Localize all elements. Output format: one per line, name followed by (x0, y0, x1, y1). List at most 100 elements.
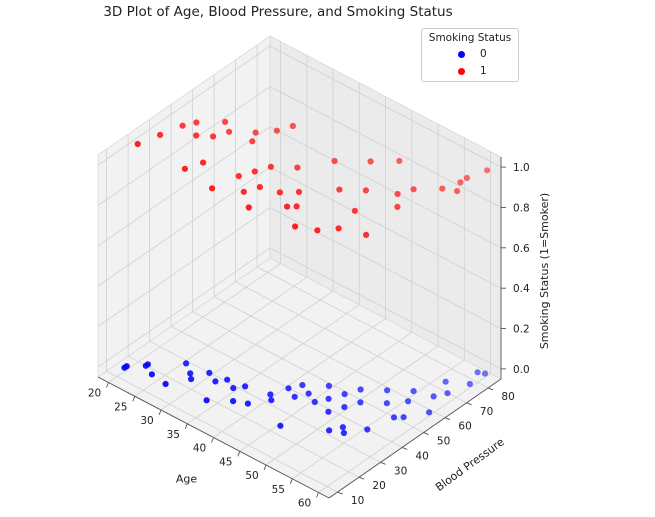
data-point-series-1 (335, 225, 342, 232)
x-axis-label: Age (176, 473, 198, 486)
data-point-series-0 (230, 398, 237, 405)
y-tick-mark (401, 446, 408, 450)
grid-line-z (269, 126, 502, 249)
data-point-series-0 (230, 385, 237, 392)
legend-label-0: 0 (480, 48, 487, 60)
y-tick-mark (337, 491, 343, 495)
grid-line-y (106, 370, 338, 493)
data-point-series-1 (484, 167, 491, 174)
y-tick-mark (423, 432, 429, 436)
y-tick-label: 70 (480, 406, 493, 418)
data-point-series-0 (148, 371, 155, 378)
grid-line-z (269, 86, 502, 208)
data-point-series-1 (276, 189, 283, 196)
data-point-series-1 (240, 188, 247, 195)
z-tick-label: 0.8 (513, 203, 530, 215)
grid-line-y (127, 355, 360, 478)
data-point-series-0 (291, 393, 298, 400)
z-tick-label: 0.4 (513, 283, 530, 295)
data-point-series-0 (267, 391, 274, 398)
x-tick-mark (237, 451, 241, 457)
y-tick-mark (466, 402, 472, 406)
data-point-series-1 (351, 207, 358, 214)
grid-line-z (269, 166, 502, 289)
data-point-series-1 (314, 227, 321, 234)
data-point-series-1 (284, 203, 291, 210)
data-point-series-0 (341, 404, 348, 411)
y-tick-mark (358, 476, 365, 480)
data-point-series-0 (341, 391, 348, 398)
data-point-series-0 (405, 398, 412, 405)
data-point-series-0 (481, 370, 489, 377)
data-point-series-0 (268, 397, 275, 404)
z-tick-label: 0.0 (513, 364, 530, 376)
data-point-series-1 (252, 129, 259, 136)
data-point-series-0 (364, 426, 371, 433)
data-point-series-1 (226, 128, 233, 135)
data-point-series-0 (466, 380, 473, 388)
x-tick-label: 45 (219, 456, 232, 468)
data-point-series-0 (325, 395, 332, 402)
grid-line-z (97, 247, 271, 368)
data-point-series-0 (357, 386, 364, 393)
grid-line-x (318, 373, 491, 493)
data-point-series-0 (299, 382, 306, 389)
grid-line-y (235, 281, 467, 404)
z-tick-label: 1.0 (513, 162, 530, 174)
grid-line-x (292, 359, 465, 480)
z-tick-label: 0.2 (513, 324, 530, 336)
data-point-series-0 (357, 399, 364, 406)
data-point-series-0 (326, 427, 333, 434)
data-point-series-1 (235, 173, 242, 180)
grid-line-x (265, 345, 439, 466)
data-point-series-1 (210, 133, 217, 140)
data-point-series-1 (410, 186, 417, 193)
grid-line-x (134, 276, 308, 397)
x-tick-label: 50 (245, 470, 258, 482)
data-point-series-0 (325, 408, 332, 415)
data-point-series-1 (251, 168, 258, 175)
grid-line-x (187, 304, 360, 425)
data-point-series-1 (293, 203, 300, 210)
y-tick-label: 20 (372, 480, 385, 492)
data-point-series-1 (193, 119, 200, 126)
data-point-series-0 (203, 397, 210, 404)
grid-line-y (256, 266, 489, 389)
grid-line-x (160, 290, 334, 411)
data-point-series-0 (410, 388, 417, 395)
data-point-series-1 (256, 184, 263, 191)
data-point-series-1 (273, 127, 280, 134)
x-tick-label: 40 (193, 443, 206, 455)
data-point-series-0 (430, 393, 437, 400)
x-tick-mark (106, 382, 109, 388)
data-point-series-1 (200, 159, 207, 166)
data-point-series-1 (134, 140, 141, 148)
data-point-series-0 (206, 369, 213, 376)
y-tick-label: 60 (458, 421, 471, 433)
y-tick-label: 50 (437, 436, 450, 448)
data-point-series-1 (394, 190, 401, 198)
data-point-series-1 (289, 122, 296, 130)
x-tick-mark (211, 437, 214, 443)
data-point-series-0 (390, 414, 398, 421)
axis-panes (97, 35, 502, 499)
grid-line-z (269, 247, 502, 370)
data-point-series-0 (325, 382, 332, 389)
data-point-series-1 (331, 157, 338, 165)
data-point-series-0 (305, 390, 312, 397)
data-point-series-1 (209, 185, 216, 192)
data-point-series-1 (292, 223, 299, 230)
legend-marker-1 (458, 67, 465, 75)
legend: Smoking Status 0 1 (421, 28, 519, 82)
x-tick-mark (132, 396, 136, 402)
y-tick-label: 40 (415, 450, 428, 462)
data-point-series-0 (162, 380, 169, 388)
data-point-series-0 (244, 400, 251, 407)
data-point-series-0 (384, 387, 391, 394)
data-point-series-0 (383, 400, 390, 407)
x-tick-mark (316, 492, 319, 498)
data-point-series-0 (474, 369, 481, 376)
legend-entry-0: 0 (458, 47, 487, 61)
legend-label-1: 1 (480, 65, 487, 77)
